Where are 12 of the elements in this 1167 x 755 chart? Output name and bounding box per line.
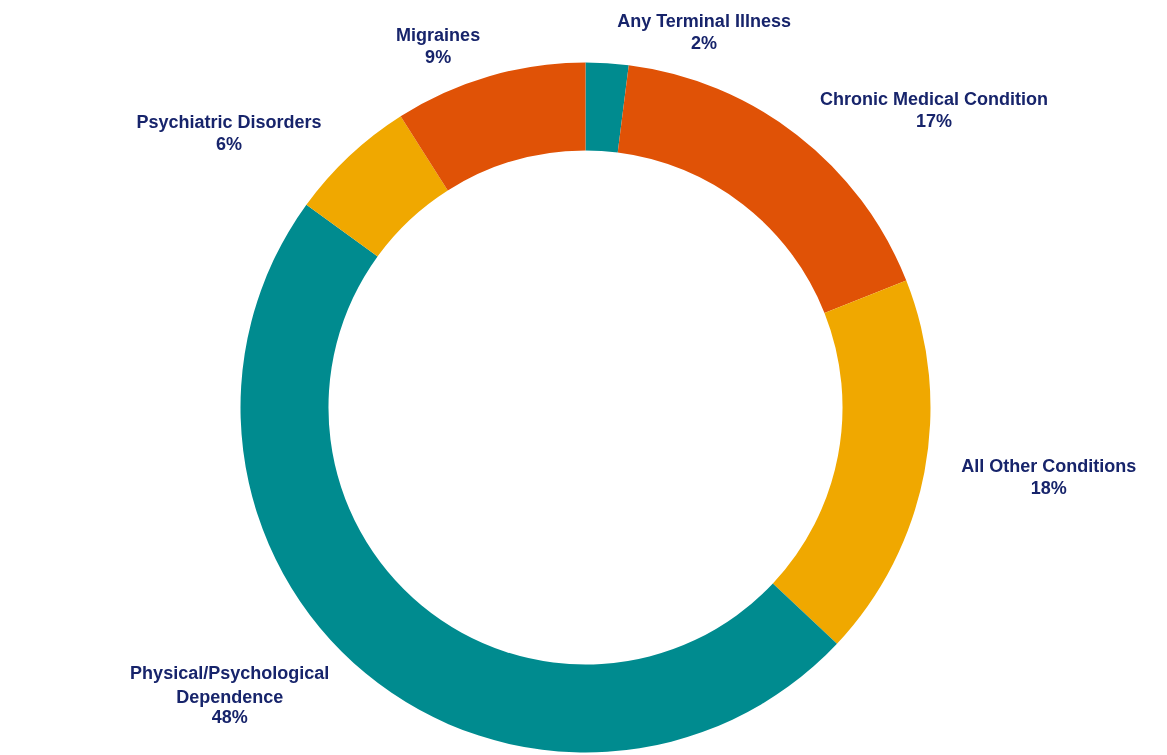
- data-label: 2%: [691, 33, 718, 54]
- slice-label: Physical/Psychological Dependence: [130, 663, 330, 708]
- data-label: 17%: [916, 111, 953, 132]
- data-label: 18%: [1030, 477, 1067, 498]
- data-label: 6%: [216, 134, 243, 155]
- data-label: 9%: [425, 47, 452, 68]
- slice-label: Migraines: [396, 25, 481, 46]
- slice-label: Any Terminal Illness: [617, 11, 791, 32]
- slice-label: Chronic Medical Condition: [820, 89, 1049, 110]
- data-label: 48%: [211, 707, 248, 728]
- slice-label: Psychiatric Disorders: [136, 112, 322, 133]
- slice-label: All Other Conditions: [961, 455, 1137, 476]
